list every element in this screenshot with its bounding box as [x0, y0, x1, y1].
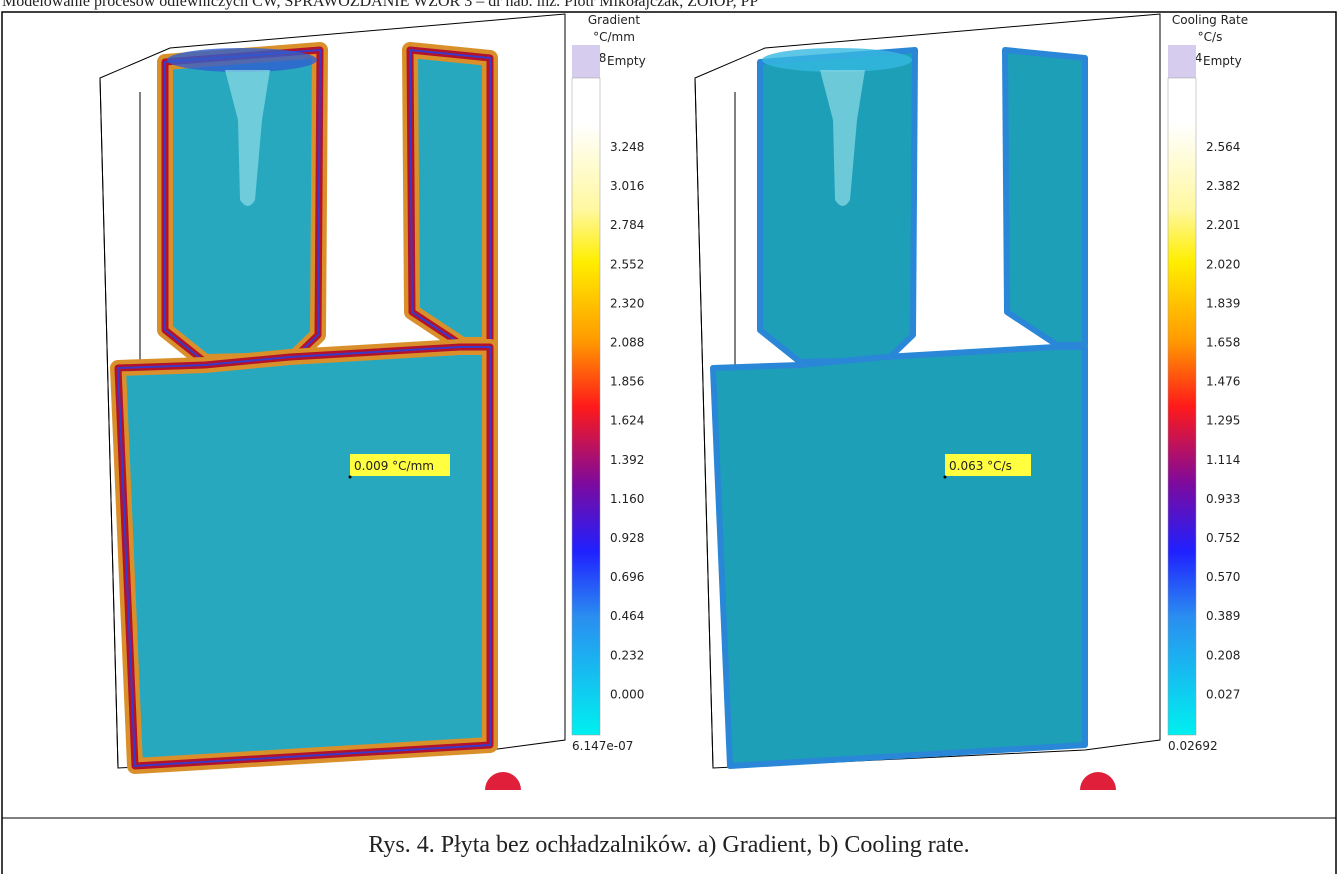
- panels: 0.009 °C/mmGradient°C/mm3.248Empty3.2483…: [100, 13, 1248, 790]
- colorbar-tick-label: 2.564: [1206, 140, 1240, 154]
- empty-label: Empty: [1203, 54, 1242, 68]
- colorbar: [1168, 78, 1196, 735]
- casting-region: [1005, 50, 1085, 345]
- casting-region: [410, 50, 490, 345]
- marker: [1080, 772, 1116, 790]
- colorbar-tick-label: 0.933: [1206, 492, 1240, 506]
- colorbar-tick-label: 0.027: [1206, 687, 1240, 701]
- colorbar-tick-label: 3.248: [610, 140, 644, 154]
- figure: Modelowanie procesów odlewniczych CW, SP…: [0, 0, 1339, 874]
- header-text: Modelowanie procesów odlewniczych CW, SP…: [2, 0, 758, 10]
- empty-label: Empty: [607, 54, 646, 68]
- colorbar-tick-label: 0.232: [610, 648, 644, 662]
- colorbar-tick-label: 1.114: [1206, 453, 1240, 467]
- colorbar-tick-label: 1.295: [1206, 414, 1240, 428]
- colorbar-tick-label: 0.208: [1206, 648, 1240, 662]
- page: Modelowanie procesów odlewniczych CW, SP…: [0, 0, 1339, 874]
- casting-region: [118, 347, 490, 766]
- probe-point: [944, 476, 947, 479]
- legend-title: Cooling Rate: [1172, 13, 1248, 27]
- colorbar-tick-label: 1.839: [1206, 296, 1240, 310]
- colorbar-tick-label: 0.570: [1206, 570, 1240, 584]
- colorbar-tick-label: 1.476: [1206, 375, 1240, 389]
- colorbar-tick-label: 1.856: [610, 375, 644, 389]
- empty-swatch: [1168, 45, 1196, 78]
- probe-point: [349, 476, 352, 479]
- colorbar-tick-label: 2.784: [610, 218, 644, 232]
- colorbar-tick-label: 2.088: [610, 336, 644, 350]
- colorbar-tick-label: 1.160: [610, 492, 644, 506]
- wireframe: [695, 78, 713, 768]
- colorbar-tick-label: 0.752: [1206, 531, 1240, 545]
- colorbar-tick-label: 2.320: [610, 296, 644, 310]
- colorbar-tick-label: 3.016: [610, 179, 644, 193]
- legend-unit: °C/mm: [593, 30, 635, 44]
- colorbar-tick-label: 1.392: [610, 453, 644, 467]
- legend-min: 6.147e-07: [572, 739, 633, 753]
- colorbar-tick-label: 0.464: [610, 609, 644, 623]
- colorbar: [572, 78, 600, 735]
- marker: [485, 772, 521, 790]
- probe-label: 0.009 °C/mm: [354, 459, 434, 473]
- colorbar-tick-label: 0.000: [610, 687, 644, 701]
- colorbar-tick-label: 2.382: [1206, 179, 1240, 193]
- colorbar-tick-label: 0.389: [1206, 609, 1240, 623]
- riser-top: [762, 48, 912, 72]
- probe-label: 0.063 °C/s: [949, 459, 1012, 473]
- empty-swatch: [572, 45, 600, 78]
- legend-title: Gradient: [588, 13, 641, 27]
- legend-unit: °C/s: [1198, 30, 1223, 44]
- colorbar-tick-label: 0.928: [610, 531, 644, 545]
- colorbar-tick-label: 2.201: [1206, 218, 1240, 232]
- colorbar-tick-label: 2.020: [1206, 257, 1240, 271]
- colorbar-tick-label: 2.552: [610, 257, 644, 271]
- colorbar-tick-label: 1.658: [1206, 336, 1240, 350]
- colorbar-tick-label: 1.624: [610, 414, 644, 428]
- panel: 0.009 °C/mmGradient°C/mm3.248Empty3.2483…: [100, 13, 646, 790]
- casting-region: [713, 347, 1085, 766]
- legend-min: 0.02692: [1168, 739, 1218, 753]
- riser-top: [167, 48, 317, 72]
- colorbar-tick-label: 0.696: [610, 570, 644, 584]
- caption: Rys. 4. Płyta bez ochładzalników. a) Gra…: [368, 832, 969, 858]
